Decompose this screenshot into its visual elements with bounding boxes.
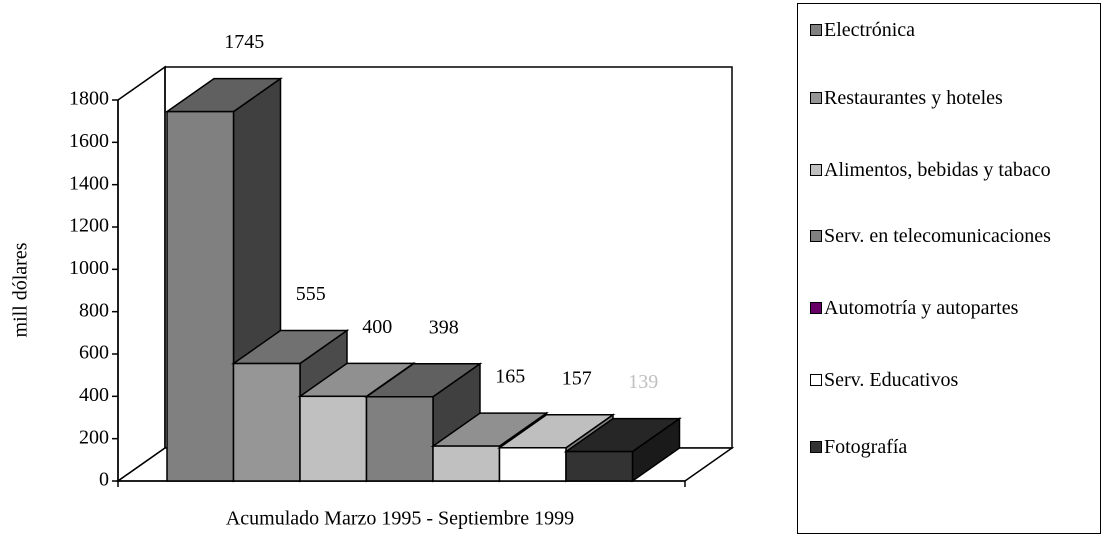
legend-label: Electrónica [824, 19, 916, 41]
legend-entry: Serv. Educativos [810, 366, 1107, 395]
data-label: 139 [628, 371, 658, 393]
legend-swatch [810, 164, 822, 176]
legend-label: Automotría y autopartes [824, 297, 1019, 319]
legend-entry: Alimentos, bebidas y tabaco [810, 156, 1107, 185]
y-tick-label: 1000 [69, 257, 109, 279]
bar [299, 395, 368, 482]
data-label: 157 [562, 367, 592, 389]
chart: mill dólares Acumulado Marzo 1995 - Sept… [10, 31, 735, 530]
legend-entry: Serv. en telecomunicaciones [810, 222, 1107, 251]
y-axis-label: mill dólares [10, 242, 32, 337]
legend-swatch [810, 302, 822, 314]
y-tick-label: 1800 [69, 88, 109, 110]
bar [365, 396, 434, 482]
side-wall [117, 65, 166, 483]
y-tick-label: 1200 [69, 215, 109, 237]
y-tick-label: 1600 [69, 130, 109, 152]
y-tick-label: 200 [79, 426, 109, 448]
legend-entry: Electrónica [810, 16, 1107, 45]
data-label: 400 [362, 316, 392, 338]
bar [565, 450, 634, 482]
legend: Electrónica Restaurantes y hoteles Aliment… [797, 3, 1101, 534]
legend-swatch [810, 24, 822, 36]
legend-label: Serv. en telecomunicaciones [824, 225, 1051, 247]
legend-swatch [810, 441, 822, 453]
legend-label: Restaurantes y hoteles [824, 87, 1003, 109]
legend-label: Serv. Educativos [824, 369, 959, 391]
legend-entry: Fotografía [810, 433, 1107, 462]
bar [498, 447, 567, 482]
bar [166, 110, 235, 482]
legend-entry: Restaurantes y hoteles [810, 84, 1107, 113]
data-label: 1745 [224, 31, 264, 53]
legend-swatch [810, 230, 822, 242]
legend-entry: Automotría y autopartes [810, 294, 1107, 323]
legend-swatch [810, 374, 822, 386]
y-tick-label: 600 [79, 342, 109, 364]
legend-label: Alimentos, bebidas y tabaco [824, 159, 1051, 181]
legend-swatch [810, 92, 822, 104]
legend-label: Fotografía [824, 436, 908, 458]
bar [432, 445, 501, 482]
y-tick-label: 0 [99, 469, 109, 491]
y-tick-label: 800 [79, 299, 109, 321]
x-axis-label: Acumulado Marzo 1995 - Septiembre 1999 [226, 508, 574, 530]
data-label: 165 [495, 366, 525, 388]
bar [232, 362, 301, 482]
data-label: 398 [429, 316, 459, 338]
y-tick-label: 1400 [69, 172, 109, 194]
y-tick-label: 400 [79, 384, 109, 406]
data-label: 555 [296, 283, 326, 305]
